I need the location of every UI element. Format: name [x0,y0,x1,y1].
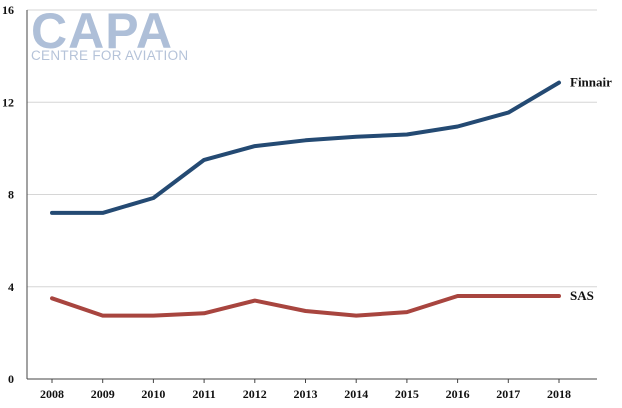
series-lines [50,80,561,318]
x-tick-label: 2010 [141,387,165,401]
x-tick-label: 2012 [243,387,267,401]
x-axis-ticks: 2008 2009 2010 2011 2012 2013 2014 2015 2016 2017… [40,379,571,401]
x-tick-label: 2017 [496,387,520,401]
logo-wordmark: CAPA [31,3,173,59]
x-tick-label: 2011 [192,387,215,401]
y-tick-label: 0 [8,372,14,386]
y-tick-label: 4 [8,280,14,294]
x-tick-label: 2008 [40,387,64,401]
series-line-finnair [50,80,561,215]
y-tick-label: 8 [8,188,14,202]
gridlines [27,9,597,288]
x-tick-label: 2016 [446,387,470,401]
capa-logo: CAPA CENTRE FOR AVIATION [31,3,188,63]
x-tick-label: 2009 [91,387,115,401]
y-axis-ticks: 0 4 8 12 16 [2,3,14,386]
x-tick-label: 2015 [395,387,419,401]
series-line-sas [50,294,561,318]
y-tick-label: 12 [2,95,14,109]
logo-tagline: CENTRE FOR AVIATION [31,48,188,63]
x-tick-label: 2014 [344,387,368,401]
series-labels: Finnair SAS [570,75,612,303]
x-tick-label: 2018 [547,387,571,401]
series-label-finnair: Finnair [570,75,612,90]
axes [26,10,597,380]
y-tick-label: 16 [2,3,14,17]
x-tick-label: 2013 [294,387,318,401]
series-label-sas: SAS [570,288,594,303]
